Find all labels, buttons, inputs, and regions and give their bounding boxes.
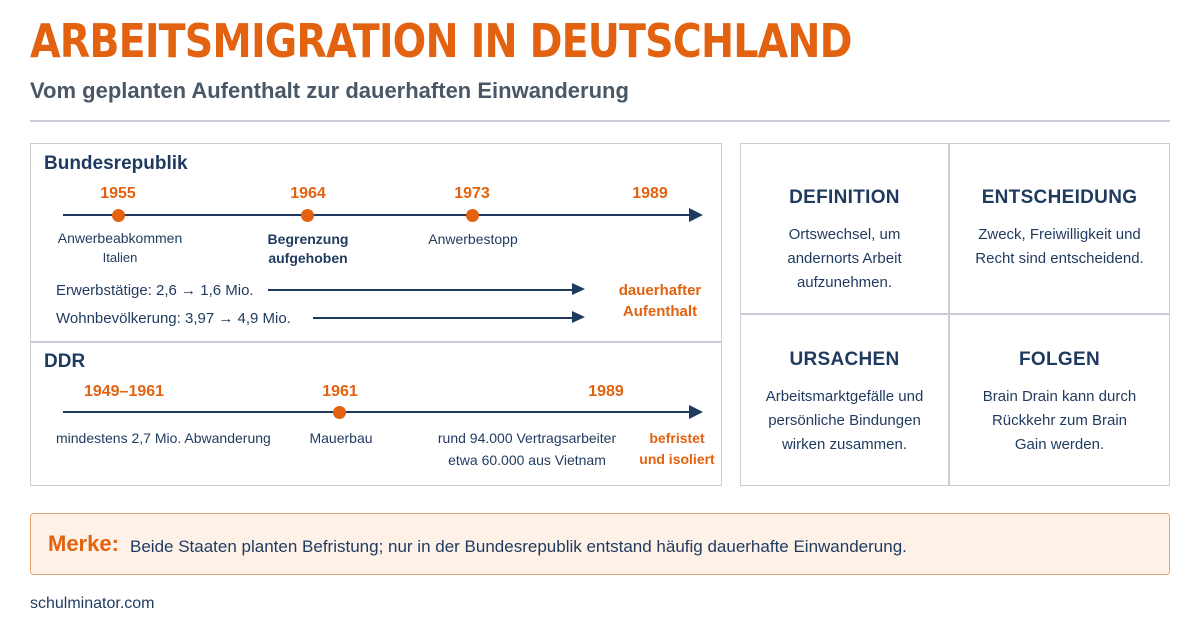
concept-cell-folgen: FOLGEN Brain Drain kann durch Rückkehr z… [956,349,1163,457]
brd-year-1964: 1964 [290,185,326,202]
ddr-result-line1: befristet [649,430,705,446]
ddr-event-1989-label-line1: rund 94.000 Vertragsarbeiter [437,430,617,446]
brd-result-line1: dauerhafter [618,282,702,299]
page-title: ARBEITSMIGRATION IN DEUTSCHLAND [30,14,852,68]
ddr-timeline-axis [63,411,691,413]
brd-event-1973-label: Anwerbestopp [428,231,518,247]
ddr-result-line2: und isoliert [639,451,715,467]
concept-grid-horizontal-divider [740,313,1170,315]
page-subtitle: Vom geplanten Aufenthalt zur dauerhaften… [30,78,629,103]
concept-cell-ursachen: URSACHEN Arbeitsmarktgefälle und persönl… [741,349,948,457]
brd-stat-population: Wohnbevölkerung: 3,97 → 4,9 Mio. [56,310,291,327]
brd-year-1955: 1955 [100,185,136,202]
brd-timeline-arrowhead [689,208,703,222]
merke-callout: Merke: Beide Staaten planten Befristung;… [30,513,1170,575]
timeline-divider [30,341,722,343]
brd-timeline-dot-1955 [112,209,125,222]
brd-year-1989: 1989 [632,185,668,202]
concept-cell-entscheidung: ENTSCHEIDUNG Zweck, Freiwilligkeit und R… [956,187,1163,271]
ddr-year-1961: 1961 [322,383,358,400]
concept-text: Arbeitsmarktgefälle und persönliche Bind… [765,388,924,453]
concept-text: Zweck, Freiwilligkeit und Recht sind ent… [975,226,1144,267]
brd-result-line2: Aufenthalt [622,303,698,320]
brd-timeline-dot-1973 [466,209,479,222]
brd-timeline-axis [63,214,691,216]
concept-cell-definition: DEFINITION Ortswechsel, um andernorts Ar… [741,187,948,295]
ddr-year-range: 1949–1961 [83,383,165,400]
brd-event-1955-label: Anwerbeabkommen [57,230,183,246]
concept-text: Ortswechsel, um andernorts Arbeit aufzun… [787,226,902,291]
brd-event-1964-label: Begrenzung aufgehoben [267,231,349,266]
timeline-panel [30,143,722,486]
brd-stat-population-arrowhead [572,311,585,323]
ddr-year-1989: 1989 [588,383,624,400]
brd-stat-workers-arrow [268,289,574,291]
concept-title: DEFINITION [789,187,900,208]
concept-title: URSACHEN [789,349,900,370]
ddr-event-1989-label-line2: etwa 60.000 aus Vietnam [448,452,606,468]
ddr-event-range-label: mindestens 2,7 Mio. Abwanderung [56,430,271,446]
concept-text: Brain Drain kann durch Rückkehr zum Brai… [982,388,1137,453]
brd-timeline-dot-1964 [301,209,314,222]
concept-title: FOLGEN [1019,349,1100,370]
brd-year-1973: 1973 [454,185,490,202]
concept-grid-vertical-divider [948,143,950,486]
brd-event-1955-sublabel: Italien [102,250,138,265]
brd-stat-workers: Erwerbstätige: 2,6 → 1,6 Mio. [56,282,254,299]
brd-stat-population-arrow [313,317,574,319]
ddr-event-1961-label: Mauerbau [309,430,373,446]
concept-grid [740,143,1170,486]
ddr-section-label: DDR [44,351,86,372]
ddr-timeline-arrowhead [689,405,703,419]
brd-stat-workers-arrowhead [572,283,585,295]
concept-title: ENTSCHEIDUNG [981,187,1138,208]
ddr-timeline-dot-1961 [333,406,346,419]
header-divider [30,120,1170,122]
brd-section-label: Bundesrepublik [44,153,188,174]
merke-text: Beide Staaten planten Befristung; nur in… [130,537,907,556]
merke-label: Merke: [48,531,119,556]
footer-source: schulminator.com [30,595,155,612]
